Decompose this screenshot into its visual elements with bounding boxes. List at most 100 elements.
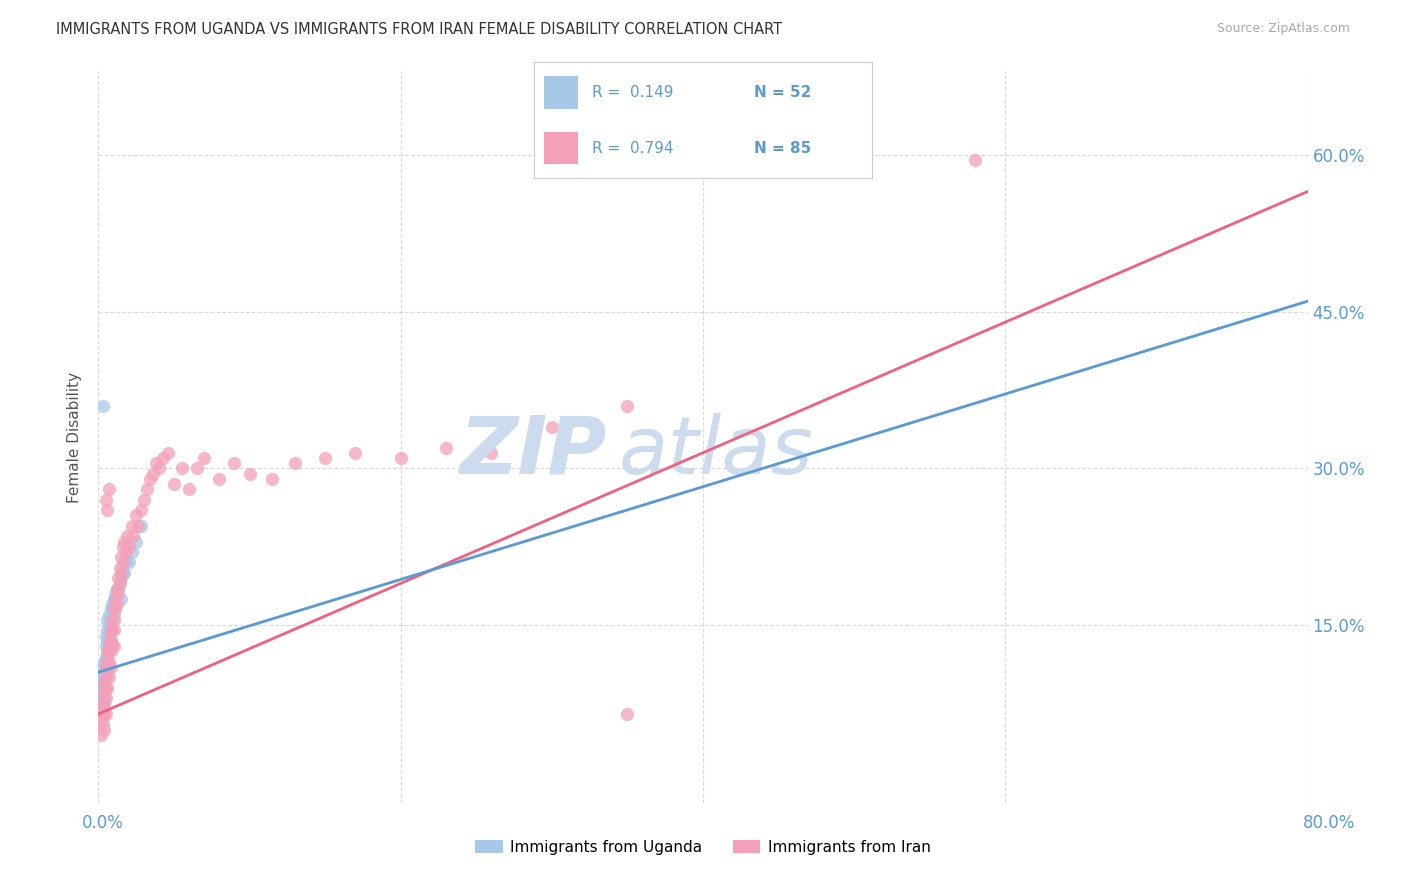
Point xyxy=(101,613,124,627)
Point xyxy=(96,655,118,669)
Point xyxy=(616,399,638,413)
Point xyxy=(98,670,121,684)
Point xyxy=(121,545,143,559)
Point xyxy=(98,633,121,648)
Point xyxy=(100,624,122,638)
Point xyxy=(110,592,132,607)
Point xyxy=(100,613,122,627)
Point xyxy=(93,665,115,680)
Point xyxy=(94,629,117,643)
Point xyxy=(93,706,115,721)
Point xyxy=(100,633,122,648)
Point xyxy=(481,446,503,460)
Point xyxy=(93,723,115,737)
Point xyxy=(91,399,114,413)
Point xyxy=(103,639,125,653)
Point xyxy=(125,508,148,523)
Point xyxy=(94,670,117,684)
Point xyxy=(94,639,117,653)
Point xyxy=(107,587,129,601)
Point xyxy=(112,566,135,580)
Point xyxy=(111,566,134,580)
Point xyxy=(98,639,121,653)
Point xyxy=(96,644,118,658)
Point xyxy=(129,519,152,533)
Point xyxy=(101,624,124,638)
Point xyxy=(105,582,128,596)
Point xyxy=(96,681,118,695)
Text: atlas: atlas xyxy=(619,413,813,491)
Point xyxy=(90,670,112,684)
Point xyxy=(193,450,215,465)
Point xyxy=(90,712,112,726)
Point xyxy=(616,706,638,721)
Point xyxy=(91,686,114,700)
Point xyxy=(94,492,117,507)
Point xyxy=(96,503,118,517)
Point xyxy=(105,597,128,611)
Point xyxy=(93,681,115,695)
Text: R =  0.149: R = 0.149 xyxy=(592,85,673,100)
Point xyxy=(94,649,117,664)
Point xyxy=(170,461,193,475)
Point xyxy=(100,633,122,648)
Point xyxy=(91,717,114,731)
Y-axis label: Female Disability: Female Disability xyxy=(67,371,83,503)
Point xyxy=(103,613,125,627)
Text: N = 85: N = 85 xyxy=(754,141,811,156)
Point xyxy=(101,602,124,616)
Point xyxy=(103,624,125,638)
Point xyxy=(100,624,122,638)
Point xyxy=(148,461,170,475)
Point xyxy=(98,618,121,632)
Point xyxy=(132,492,155,507)
Point xyxy=(112,534,135,549)
Text: Source: ZipAtlas.com: Source: ZipAtlas.com xyxy=(1216,22,1350,36)
Point xyxy=(90,686,112,700)
Point xyxy=(152,450,174,465)
Point xyxy=(98,607,121,622)
Point xyxy=(129,503,152,517)
Point xyxy=(103,607,125,622)
Point xyxy=(389,450,412,465)
Point xyxy=(101,639,124,653)
Point xyxy=(103,597,125,611)
Point xyxy=(93,675,115,690)
Point xyxy=(121,519,143,533)
Point xyxy=(186,461,208,475)
Point xyxy=(100,660,122,674)
Point xyxy=(108,576,131,591)
Point xyxy=(96,665,118,680)
Point xyxy=(91,660,114,674)
Point xyxy=(104,587,127,601)
Point xyxy=(104,592,127,607)
Point xyxy=(98,483,121,497)
Point xyxy=(94,660,117,674)
Legend: Immigrants from Uganda, Immigrants from Iran: Immigrants from Uganda, Immigrants from … xyxy=(470,834,936,861)
Point xyxy=(94,681,117,695)
Point xyxy=(93,697,115,711)
Point xyxy=(145,456,167,470)
Point xyxy=(965,153,987,168)
Point xyxy=(93,670,115,684)
Text: N = 52: N = 52 xyxy=(754,85,811,100)
Point xyxy=(239,467,262,481)
Point xyxy=(105,582,128,596)
Point xyxy=(111,556,134,570)
Point xyxy=(208,472,231,486)
Point xyxy=(96,633,118,648)
Point xyxy=(94,681,117,695)
Point xyxy=(98,629,121,643)
Text: IMMIGRANTS FROM UGANDA VS IMMIGRANTS FROM IRAN FEMALE DISABILITY CORRELATION CHA: IMMIGRANTS FROM UGANDA VS IMMIGRANTS FRO… xyxy=(56,22,782,37)
Point xyxy=(89,675,111,690)
Point xyxy=(110,566,132,580)
Point xyxy=(103,592,125,607)
Point xyxy=(94,660,117,674)
Point xyxy=(125,534,148,549)
Point xyxy=(314,450,336,465)
Point xyxy=(100,602,122,616)
Point xyxy=(163,477,186,491)
Point xyxy=(156,446,179,460)
Point xyxy=(107,571,129,585)
Text: R =  0.794: R = 0.794 xyxy=(592,141,673,156)
